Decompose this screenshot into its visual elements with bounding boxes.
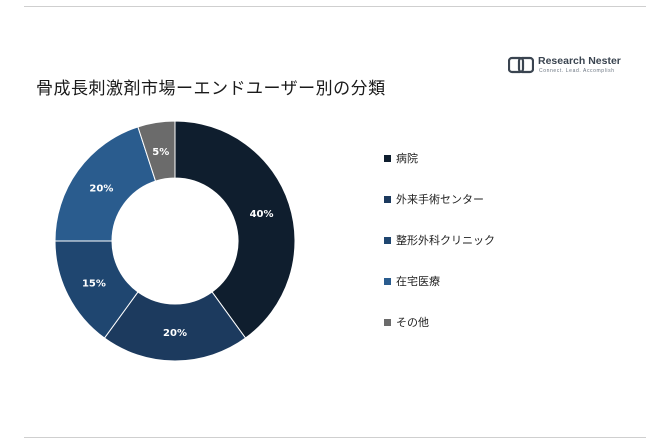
- logo-mark-icon: [508, 56, 534, 74]
- data-label-4: 20%: [89, 184, 113, 195]
- donut-slice-5: [137, 120, 176, 182]
- legend-item-4: 在宅医療: [384, 273, 440, 289]
- donut-slice-1: [174, 120, 296, 339]
- legend-swatch: [384, 318, 391, 326]
- logo-name: Research Nester: [538, 55, 621, 67]
- legend-item-5: その他: [384, 314, 429, 330]
- legend-label: 病院: [396, 152, 418, 165]
- legend-swatch: [384, 154, 391, 162]
- donut-slices: [54, 120, 296, 362]
- legend-swatch: [384, 236, 391, 244]
- logo-tagline: Connect. Lead. Accomplish: [539, 68, 615, 74]
- data-label-5: 5%: [152, 147, 169, 158]
- data-label-1: 40%: [250, 209, 274, 220]
- legend-swatch: [384, 277, 391, 285]
- legend-label: 整形外科クリニック: [396, 234, 495, 247]
- legend-item-2: 外来手術センター: [384, 191, 484, 207]
- top-divider: [24, 6, 646, 7]
- bottom-divider: [24, 437, 646, 438]
- legend-item-3: 整形外科クリニック: [384, 232, 495, 248]
- data-label-2: 20%: [163, 328, 187, 339]
- donut-slice-2: [103, 291, 247, 362]
- legend-label: 在宅医療: [396, 275, 440, 288]
- donut-slice-4: [54, 126, 157, 242]
- chart-title: 骨成長刺激剤市場ーエンドユーザー別の分類: [36, 79, 386, 99]
- research-nester-logo: Research Nester Connect. Lead. Accomplis…: [508, 55, 621, 77]
- donut-data-labels: 40% 20% 15% 20% 5%: [82, 147, 274, 339]
- legend-label: 外来手術センター: [396, 193, 484, 206]
- legend-item-1: 病院: [384, 150, 418, 166]
- data-label-3: 15%: [82, 278, 106, 289]
- legend-label: その他: [396, 316, 429, 329]
- legend-swatch: [384, 195, 391, 203]
